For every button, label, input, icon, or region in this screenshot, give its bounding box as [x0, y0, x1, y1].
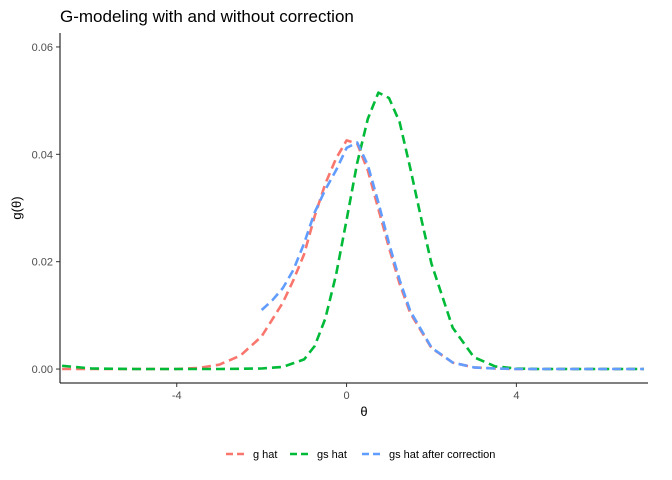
legend: g hat gs hat gs hat after correction — [226, 449, 495, 461]
legend-label-1: g hat — [253, 449, 277, 461]
y-tick-label: 0.00 — [32, 364, 53, 376]
legend-label-2: gs hat — [317, 449, 347, 461]
x-tick-label: 4 — [513, 390, 519, 402]
chart-title: G-modeling with and without correction — [60, 7, 354, 26]
series-line-1 — [62, 139, 644, 371]
y-tick-label: 0.06 — [32, 42, 53, 54]
series-line-3 — [260, 141, 644, 371]
y-tick-label: 0.02 — [32, 257, 53, 269]
x-axis-title: θ — [360, 404, 367, 419]
x-tick-label: 0 — [344, 390, 350, 402]
series-layer — [61, 91, 644, 371]
y-tick-label: 0.04 — [32, 149, 53, 161]
plot-area: -4 0 4 0.00 0.02 0.04 0.06 — [32, 33, 648, 402]
y-ticks: 0.00 0.02 0.04 0.06 — [32, 42, 60, 376]
legend-label-3: gs hat after correction — [389, 449, 495, 461]
x-tick-label: -4 — [172, 390, 182, 402]
x-ticks: -4 0 4 — [172, 383, 519, 402]
y-axis-title: g(θ) — [9, 196, 24, 219]
